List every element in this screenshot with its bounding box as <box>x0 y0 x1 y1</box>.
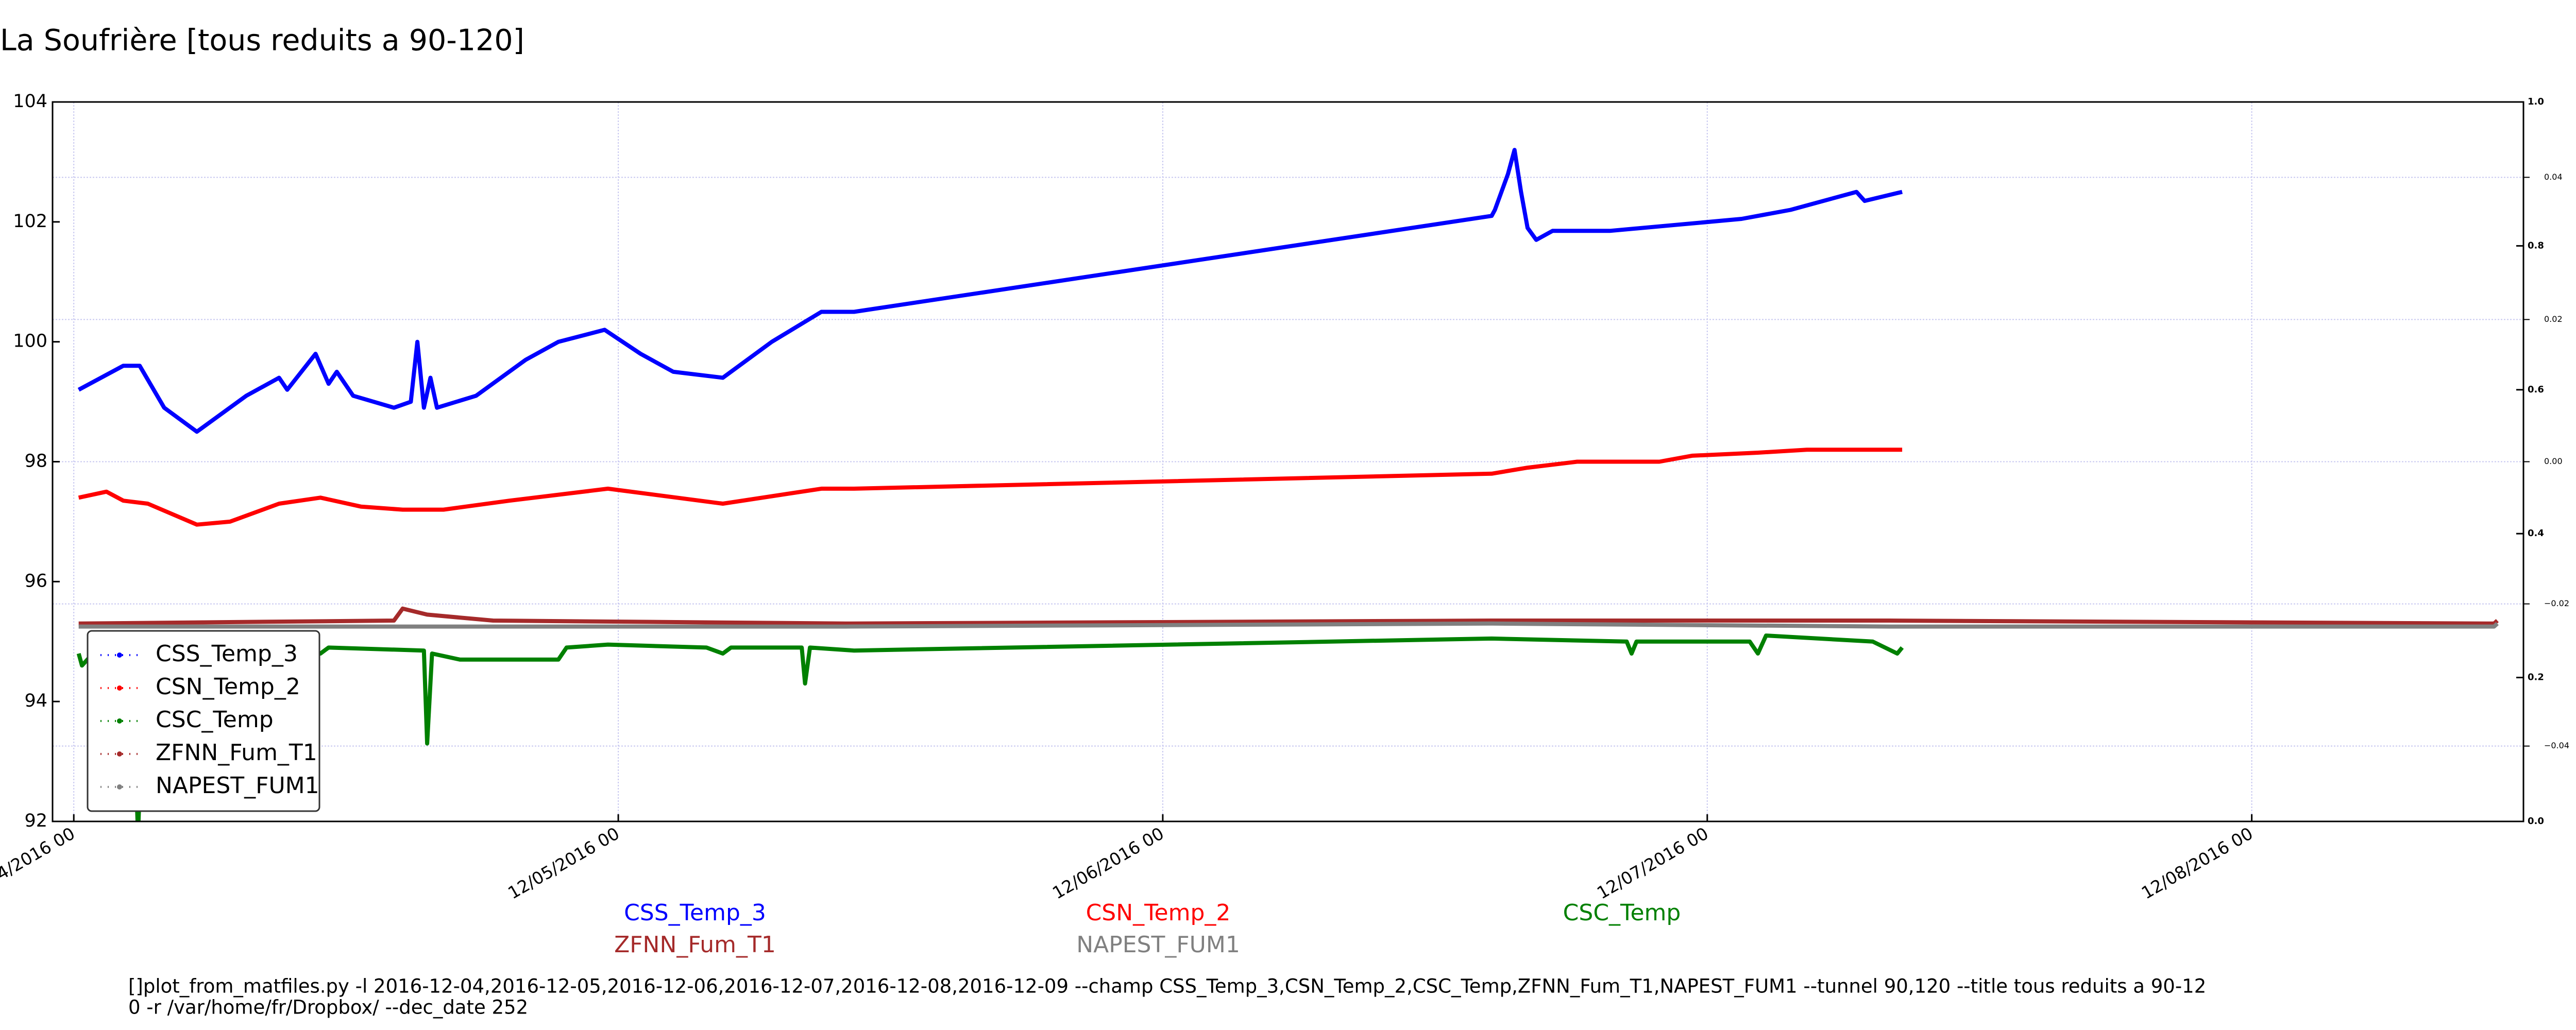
legend-box <box>87 630 320 812</box>
legend-label: CSC_Temp <box>156 707 274 733</box>
series-line <box>77 148 1903 434</box>
plot-area <box>76 148 2499 821</box>
legend-marker <box>117 718 122 724</box>
legend-marker <box>117 784 122 789</box>
plot-frame <box>52 101 2524 822</box>
series-caption: NAPEST_FUM1 <box>1076 932 1240 958</box>
y3-tick-label: 0.04 <box>2544 172 2563 182</box>
legend-marker <box>117 653 122 658</box>
y-tick-label: 100 <box>13 331 47 352</box>
y3-tick-label: −0.02 <box>2544 598 2569 608</box>
series-caption: ZFNN_Fum_T1 <box>614 932 776 958</box>
chart-title: La Soufrière [tous reduits a 90-120] <box>0 24 524 58</box>
y2-tick-label: 0.0 <box>2528 816 2544 827</box>
y-tick-label: 96 <box>24 571 47 591</box>
series-line <box>78 606 2499 626</box>
series-caption: CSN_Temp_2 <box>1086 900 1231 926</box>
legend-label: CSN_Temp_2 <box>156 674 300 700</box>
y-tick-label: 98 <box>24 451 47 472</box>
legend-label: ZFNN_Fum_T1 <box>156 740 317 766</box>
series-line <box>78 448 1903 527</box>
y-tick-label: 92 <box>24 811 47 831</box>
y2-tick-label: 0.6 <box>2528 384 2544 395</box>
y3-tick-label: 0.02 <box>2544 314 2563 324</box>
y2-tick-label: 0.2 <box>2528 672 2544 683</box>
y2-tick-label: 0.8 <box>2528 240 2544 251</box>
legend-label: CSS_Temp_3 <box>156 641 298 667</box>
y3-tick-label: 0.00 <box>2544 456 2563 466</box>
y3-tick-label: −0.04 <box>2544 741 2569 750</box>
series-line <box>78 621 2499 629</box>
y-tick-label: 102 <box>13 211 47 232</box>
footer-line: []plot_from_matfiles.py -l 2016-12-04,20… <box>128 975 2206 998</box>
legend-marker <box>117 685 122 691</box>
legend-marker <box>117 751 122 757</box>
series-caption: CSS_Temp_3 <box>624 900 766 926</box>
y2-tick-label: 1.0 <box>2528 96 2544 107</box>
y-tick-label: 94 <box>24 691 47 711</box>
y2-tick-label: 0.4 <box>2528 528 2544 539</box>
series-caption: CSC_Temp <box>1563 900 1681 926</box>
footer-line: 0 -r /var/home/fr/Dropbox/ --dec_date 25… <box>128 997 528 1019</box>
legend-label: NAPEST_FUM1 <box>156 772 319 799</box>
y-tick-label: 104 <box>13 91 47 112</box>
